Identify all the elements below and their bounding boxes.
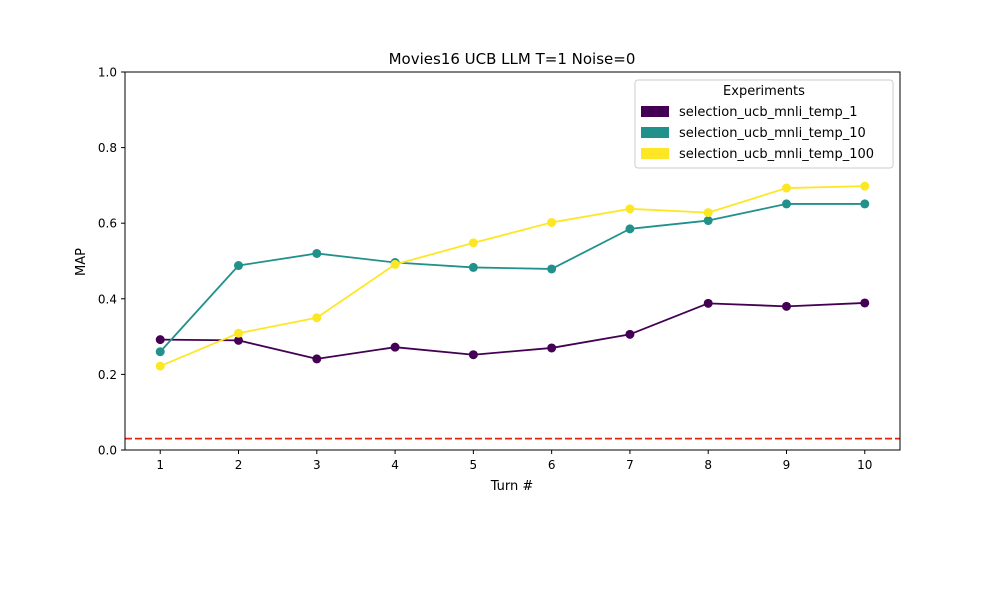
legend-swatch: [641, 148, 669, 159]
legend-swatch: [641, 127, 669, 138]
series-2: [155, 199, 870, 357]
x-axis-label: Turn #: [490, 479, 534, 494]
axes-layer: 1 2 3 4 5 6 7 8 9 10 0.0 0.2 0.4 0.6 0.8 1.0: [98, 66, 901, 472]
y-tick-label: 1.0: [98, 66, 117, 80]
data-point: [625, 224, 635, 234]
data-point: [468, 350, 478, 360]
y-tick-label: 0.0: [98, 444, 117, 458]
series-line: [159, 185, 865, 367]
x-tick-label: 6: [548, 458, 556, 472]
y-tick-label: 0.4: [98, 292, 117, 306]
legend-label: selection_ucb_mnli_temp_1: [679, 105, 857, 120]
data-point: [781, 199, 791, 209]
data-point: [860, 181, 870, 191]
data-point: [625, 204, 635, 214]
data-point: [547, 217, 557, 227]
data-point: [155, 335, 165, 345]
series-layer: [155, 181, 870, 371]
data-point: [703, 298, 713, 308]
data-point: [468, 238, 478, 248]
data-point: [234, 261, 244, 271]
data-point: [390, 342, 400, 352]
data-point: [547, 264, 557, 274]
data-point: [703, 216, 713, 226]
data-point: [547, 343, 557, 353]
x-tick-label: 4: [391, 458, 399, 472]
series-1: [155, 298, 870, 364]
x-tick-label: 7: [626, 458, 634, 472]
plot-frame: [124, 71, 901, 451]
data-point: [155, 361, 165, 371]
data-point: [781, 301, 791, 311]
data-point: [390, 259, 400, 269]
x-tick-label: 8: [704, 458, 712, 472]
legend-label: selection_ucb_mnli_temp_10: [679, 126, 866, 141]
data-point: [234, 335, 244, 345]
x-tick-label: 1: [156, 458, 164, 472]
series-line: [159, 203, 865, 353]
series-3: [155, 181, 870, 371]
data-point: [860, 298, 870, 308]
x-tick-label: 10: [857, 458, 872, 472]
legend-title: Experiments: [723, 84, 805, 99]
data-point: [312, 354, 322, 364]
y-axis-label: MAP: [74, 248, 89, 276]
x-tick-label: 2: [235, 458, 243, 472]
data-point: [625, 329, 635, 339]
legend-swatch: [641, 106, 669, 117]
data-point: [312, 313, 322, 323]
data-point: [860, 199, 870, 209]
x-tick-label: 3: [313, 458, 321, 472]
y-tick-label: 0.6: [98, 217, 117, 231]
data-point: [468, 262, 478, 272]
legend-box: [634, 79, 894, 169]
data-point: [234, 328, 244, 338]
series-line: [160, 302, 865, 360]
legend: Experiments selection_ucb_mnli_temp_1sele…: [634, 79, 894, 169]
data-point: [781, 183, 791, 193]
y-tick-label: 0.2: [98, 368, 117, 382]
y-tick-label: 0.8: [98, 141, 117, 155]
legend-label: selection_ucb_mnli_temp_100: [679, 147, 874, 162]
data-point: [312, 248, 322, 258]
data-point: [703, 208, 713, 218]
x-tick-label: 5: [470, 458, 478, 472]
data-point: [155, 347, 165, 357]
chart-title: Movies16 UCB LLM T=1 Noise=0: [389, 50, 636, 68]
x-tick-label: 9: [783, 458, 791, 472]
